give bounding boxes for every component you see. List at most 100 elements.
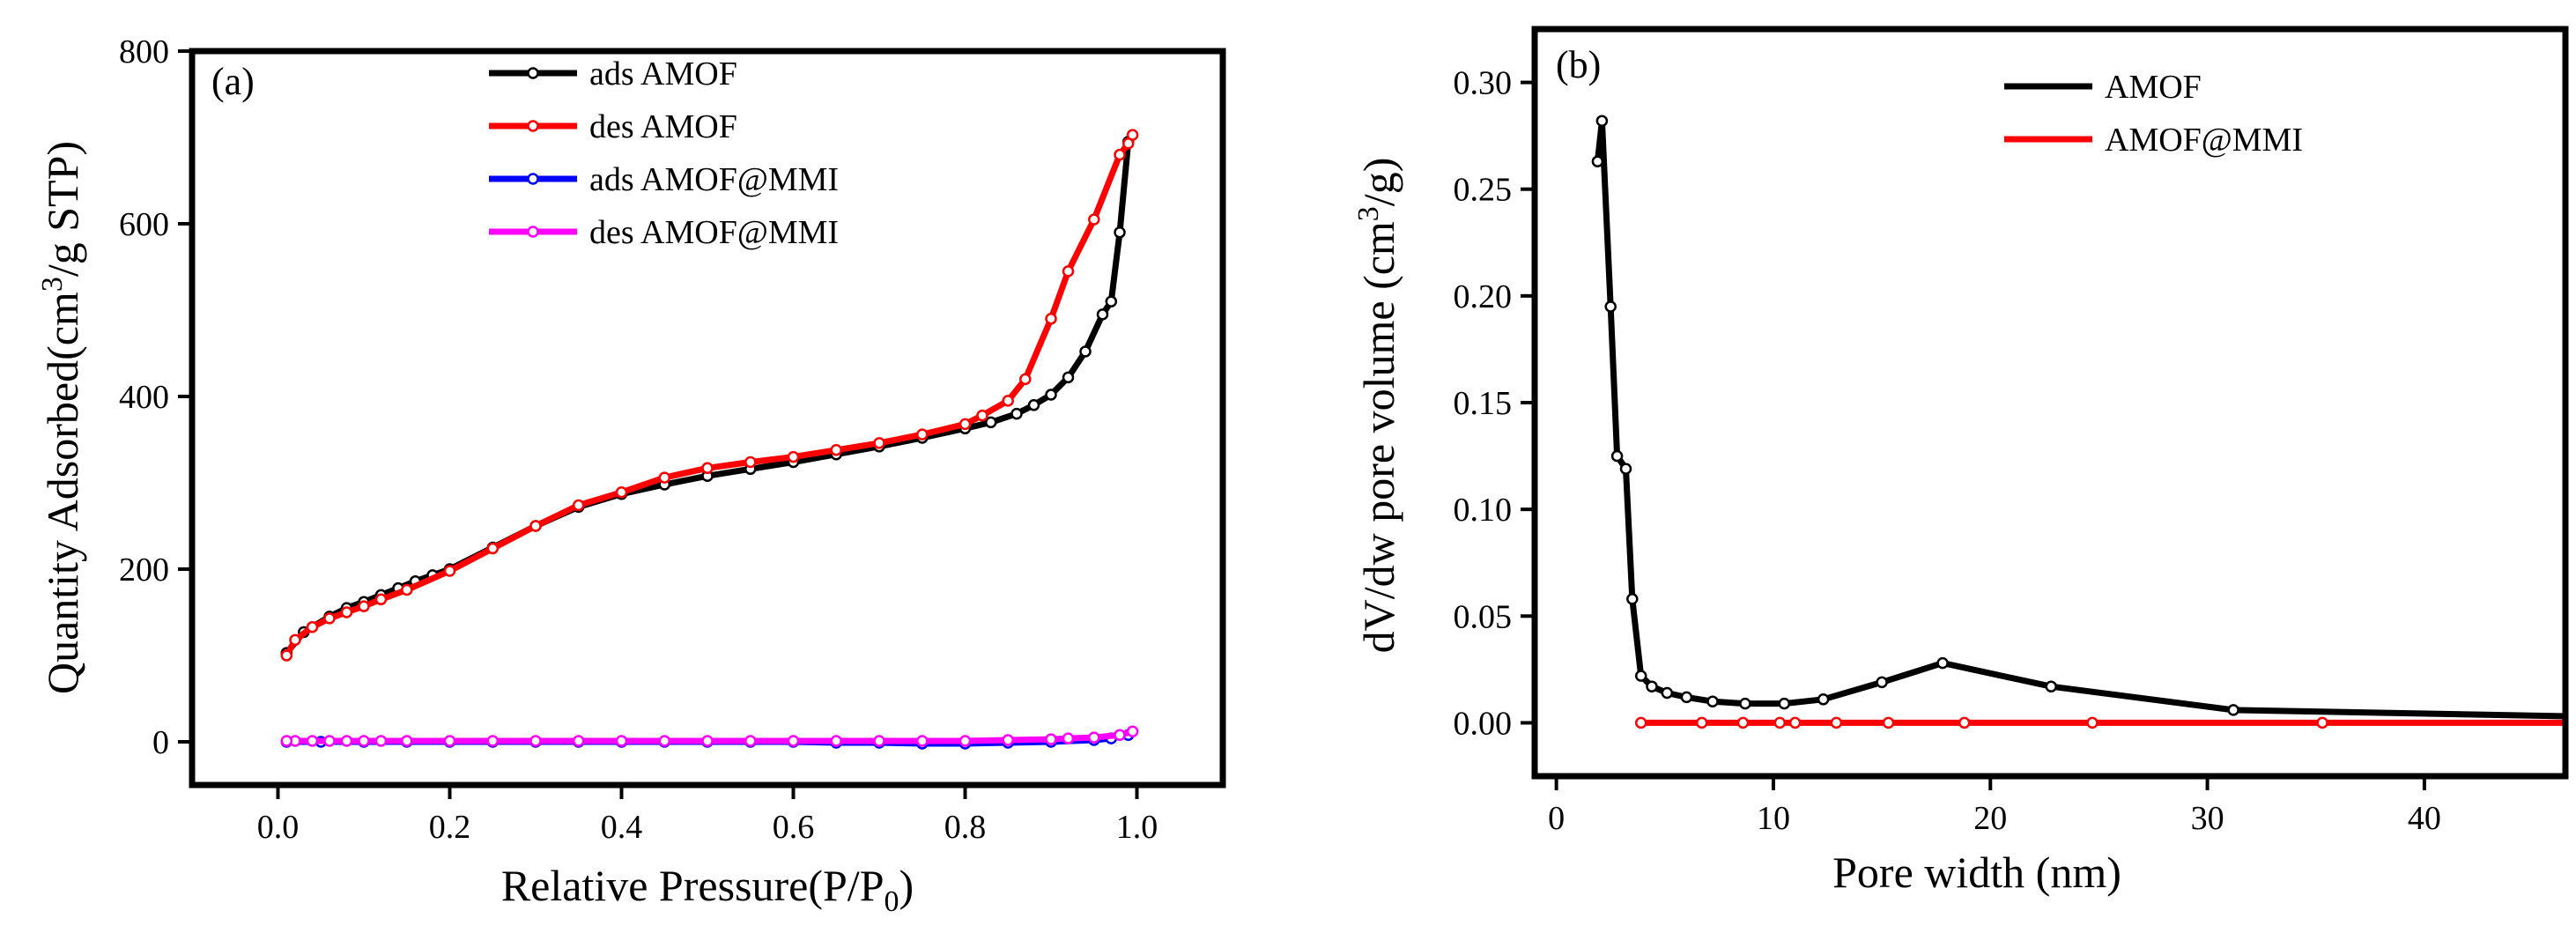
panel-b-data-point: [1773, 716, 1787, 729]
panel-a-data-point: [374, 735, 388, 747]
panel-a-data-point: [976, 409, 988, 422]
panel-b-data-point: [1591, 155, 1604, 167]
panel-a-ticks: 0.0 0.2 0.4 0.6 0.8 1.0 0 200 400 600 800: [119, 33, 1158, 846]
panel-b-data-point: [1619, 463, 1632, 475]
panel-a-data-point: [959, 735, 972, 747]
panel-a-data-point: [615, 486, 628, 499]
panel-b-data-point: [1604, 300, 1617, 313]
panel-a-data-point: [280, 649, 293, 662]
panel-b-data-point: [1610, 449, 1624, 463]
panel-a-data-point: [401, 583, 413, 596]
panel-a-data-point: [443, 565, 456, 577]
panel-a-data-point: [486, 542, 500, 555]
panel-a-data-point: [1010, 407, 1023, 420]
panel-b-x-tick-label: 0: [1548, 800, 1565, 837]
panel-a-legend-marker: [527, 120, 539, 132]
panel-a-data-point: [358, 600, 370, 612]
panel-b-data-point: [1695, 716, 1708, 729]
panel-a-data-point: [401, 735, 413, 747]
panel-a-data-point: [529, 520, 542, 532]
panel-b-series-layer: [1591, 115, 2563, 729]
panel-b-y-tick-label: 0.25: [1454, 172, 1513, 209]
panel-a-legend-marker: [527, 226, 539, 238]
panel-a-plot-frame: [189, 48, 1226, 789]
panel-a-legend-label: ads AMOF: [589, 56, 737, 93]
panel-a-data-point: [873, 735, 885, 747]
panel-a-data-point: [572, 735, 585, 747]
panel-b-data-point: [1936, 656, 1949, 670]
panel-a-adsorption-isotherm: 0.0 0.2 0.4 0.6 0.8 1.0 0 200 400 600 800 (a) ads …: [36, 33, 1226, 918]
panel-a-data-point: [1079, 345, 1092, 358]
panel-a-data-point: [306, 735, 319, 747]
panel-a-data-point: [443, 735, 456, 747]
panel-a-data-point: [1062, 371, 1075, 384]
panel-b-data-point: [1595, 115, 1609, 127]
panel-a-data-point: [615, 735, 628, 747]
panel-a-y-axis-title: Quantity Adsorbed(cm3/g STP): [36, 141, 87, 694]
panel-a-data-point: [572, 499, 585, 512]
panel-a-data-point: [830, 735, 842, 747]
panel-a-data-point: [744, 735, 757, 747]
panel-b-data-point: [1626, 593, 1639, 605]
panel-a-data-point: [529, 735, 542, 747]
panel-a-data-point: [1019, 373, 1032, 386]
panel-b-y-tick-label: 0.00: [1454, 705, 1513, 742]
panel-a-series-layer: [280, 129, 1139, 750]
panel-a-data-point: [1045, 389, 1057, 401]
panel-a-data-point: [340, 735, 353, 747]
panel-a-legend-marker: [527, 173, 539, 185]
panel-b-data-point: [1646, 680, 1658, 692]
panel-b-x-tick-label: 30: [2191, 800, 2224, 837]
panel-b-y-tick-label: 0.05: [1454, 598, 1513, 635]
panel-a-data-point: [701, 462, 714, 475]
panel-a-legend-label: des AMOF@MMI: [589, 214, 839, 251]
panel-b-x-tick-label: 40: [2408, 800, 2441, 837]
panel-a-x-tick-label: 0.8: [944, 809, 987, 846]
panel-a-data-point: [1105, 295, 1118, 307]
panel-b-ticks: 0 10 20 30 40 0.00 0.05 0.10 0.15 0.20 0.25 0.30: [1454, 65, 2441, 837]
panel-b-data-point: [1706, 695, 1719, 707]
panel-a-data-point: [1114, 729, 1126, 741]
panel-b-y-tick-label: 0.20: [1454, 278, 1513, 315]
panel-a-data-point: [486, 735, 500, 747]
panel-b-data-point: [2227, 704, 2239, 716]
panel-a-data-point: [1045, 313, 1057, 325]
panel-a-data-point: [306, 620, 319, 633]
panel-a-data-point: [873, 437, 885, 449]
panel-a-data-point: [1121, 137, 1135, 150]
panel-b-pore-size-distribution: 0 10 20 30 40 0.00 0.05 0.10 0.15 0.20 0.25 0.30 (b…: [1352, 26, 2569, 897]
panel-b-label: (b): [1556, 43, 1601, 86]
panel-b-series-line-1: [1594, 117, 2563, 720]
panel-a-data-point: [1045, 733, 1057, 745]
panel-a-data-point: [280, 735, 293, 747]
panel-a-data-point: [1062, 265, 1075, 278]
panel-a-data-point: [1114, 226, 1126, 239]
panel-b-x-tick-label: 20: [1973, 800, 2007, 837]
panel-a-legend-label: ads AMOF@MMI: [589, 161, 839, 198]
panel-a-data-point: [787, 450, 800, 463]
panel-a-y-tick-label: 400: [119, 379, 169, 416]
panel-a-legend-marker: [527, 67, 539, 79]
panel-a-data-point: [1114, 148, 1126, 161]
panel-a-data-point: [374, 593, 388, 606]
panel-a-data-point: [787, 735, 800, 747]
panel-b-data-point: [2316, 716, 2328, 729]
panel-b-data-point: [1882, 716, 1895, 729]
panel-a-legend-label: des AMOF: [589, 108, 737, 145]
panel-b-data-point: [2045, 680, 2057, 692]
panel-a-x-tick-label: 0.6: [773, 809, 815, 846]
panel-a-data-point: [744, 455, 757, 469]
panel-a-data-point: [1126, 725, 1139, 737]
panel-b-y-tick-label: 0.30: [1454, 65, 1513, 102]
panel-b-y-tick-label: 0.10: [1454, 492, 1513, 529]
panel-a-data-point: [658, 735, 671, 747]
panel-b-legend: AMOF AMOF@MMI: [2004, 69, 2303, 159]
panel-a-data-point: [916, 735, 929, 747]
panel-a-data-point: [323, 735, 336, 747]
panel-b-data-point: [1634, 670, 1647, 682]
panel-b-y-axis-title: dV/dw pore volume (cm3/g): [1352, 158, 1403, 654]
panel-a-label: (a): [211, 60, 255, 103]
panel-a-y-tick-label: 200: [119, 552, 169, 589]
panel-a-x-tick-label: 0.2: [429, 809, 471, 846]
